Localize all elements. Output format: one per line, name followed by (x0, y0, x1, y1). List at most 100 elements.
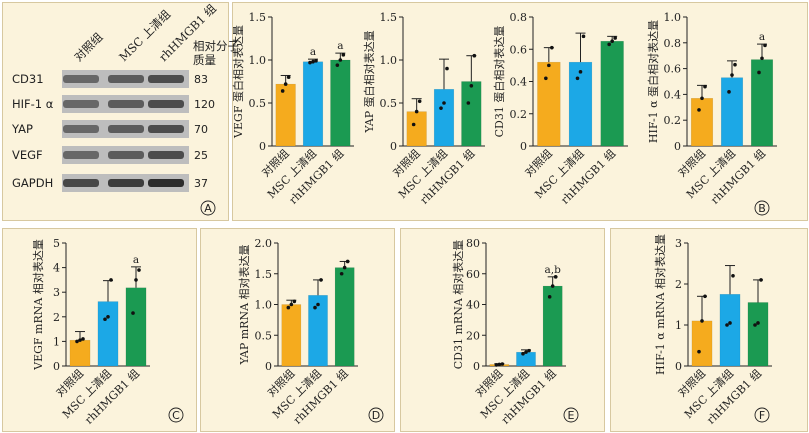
data-point (289, 302, 294, 307)
y-tick-label: 40 (466, 299, 480, 312)
y-tick-label: 0 (674, 140, 681, 153)
data-point (759, 278, 763, 282)
data-point (610, 39, 614, 43)
bar (537, 61, 561, 147)
data-point (697, 108, 701, 112)
data-point (703, 84, 707, 89)
blot-band (148, 151, 184, 159)
panel-letter-circle (368, 407, 384, 423)
bar (600, 40, 624, 147)
y-tick-label: 0.4 (664, 88, 682, 101)
panel-letter: F (759, 409, 765, 422)
significance-label: a,b (545, 264, 562, 276)
data-point (78, 338, 82, 342)
panel-letter-circle (754, 200, 770, 216)
data-point (280, 89, 285, 93)
y-tick-label: 60 (466, 268, 480, 281)
y-tick-label: 3 (53, 286, 60, 299)
bar (334, 267, 355, 367)
panel-frame-4 (400, 228, 605, 432)
blot-band (148, 179, 184, 187)
data-point (466, 101, 471, 105)
y-tick-label: 3 (675, 237, 682, 250)
significance-label: a (759, 31, 765, 43)
bar (302, 61, 324, 147)
blot-band (108, 151, 144, 159)
data-point (286, 305, 291, 310)
data-point (728, 321, 732, 325)
bar (330, 59, 351, 147)
y-axis-label: VEGF mRNA 相对表达量 (31, 239, 45, 371)
panel-letter: D (372, 409, 380, 422)
blot-band (148, 75, 184, 83)
data-point (733, 62, 737, 67)
y-axis-label: CD31 mRNA 相对表达量 (451, 240, 465, 370)
y-tick-label: 4 (53, 262, 60, 275)
data-point (131, 311, 135, 315)
y-tick-label: 0.6 (510, 43, 528, 56)
data-point (578, 70, 583, 74)
data-point (292, 299, 297, 304)
blot-band (148, 125, 184, 133)
y-tick-label: 2 (675, 278, 682, 291)
data-point (581, 34, 586, 39)
blot-band (63, 75, 99, 83)
data-point (316, 302, 320, 307)
data-point (550, 284, 555, 288)
data-point (469, 84, 474, 88)
y-tick-label: 1.0 (664, 11, 682, 24)
y-tick-label: 0 (520, 140, 527, 153)
y-tick-label: 0 (390, 140, 397, 153)
panel-letter: A (204, 202, 212, 215)
data-point (550, 45, 554, 50)
bar (406, 111, 427, 147)
bar (97, 301, 119, 367)
data-point (414, 109, 419, 114)
panel-letter: C (172, 409, 180, 422)
data-point (335, 63, 340, 67)
data-point (445, 66, 449, 71)
bar (691, 320, 713, 367)
y-tick-label: 20 (466, 329, 480, 342)
y-tick-label: 1.0 (249, 54, 267, 67)
y-axis-label: CD31 蛋白相对表达量 (492, 26, 506, 138)
blot-band (63, 100, 99, 108)
data-point (547, 295, 552, 299)
data-point (757, 70, 761, 75)
y-tick-label: 0.8 (664, 37, 682, 50)
data-point (700, 319, 704, 323)
bar (433, 88, 455, 147)
y-tick-label: 2 (53, 311, 60, 324)
data-point (494, 363, 499, 367)
panel-letter-circle (754, 407, 770, 423)
blot-mw-header: 相对分子 (193, 39, 239, 53)
blot-band (108, 75, 144, 83)
data-point (286, 75, 291, 79)
blot-protein-label: CD31 (12, 72, 44, 86)
data-point (109, 278, 113, 282)
y-tick-label: 0.4 (510, 76, 528, 89)
data-point (313, 305, 317, 310)
y-tick-label: 1.5 (249, 11, 267, 24)
data-point (575, 76, 580, 81)
panel-letter: E (568, 409, 575, 422)
bar (516, 351, 536, 367)
data-point (730, 73, 734, 77)
blot-band (108, 100, 144, 108)
y-tick-label: 80 (466, 237, 480, 250)
blot-protein-label: YAP (11, 122, 33, 136)
data-point (319, 278, 323, 282)
panel-letter: B (758, 202, 766, 215)
data-point (338, 58, 343, 62)
bar (275, 83, 296, 147)
data-point (472, 53, 477, 58)
data-point (439, 106, 443, 110)
bar (542, 285, 563, 367)
y-tick-label: 1.5 (255, 268, 273, 281)
blot-band (63, 125, 99, 133)
data-point (134, 278, 138, 282)
y-tick-label: 1 (675, 319, 682, 332)
data-point (283, 82, 288, 86)
data-point (731, 274, 735, 278)
data-point (607, 42, 611, 47)
